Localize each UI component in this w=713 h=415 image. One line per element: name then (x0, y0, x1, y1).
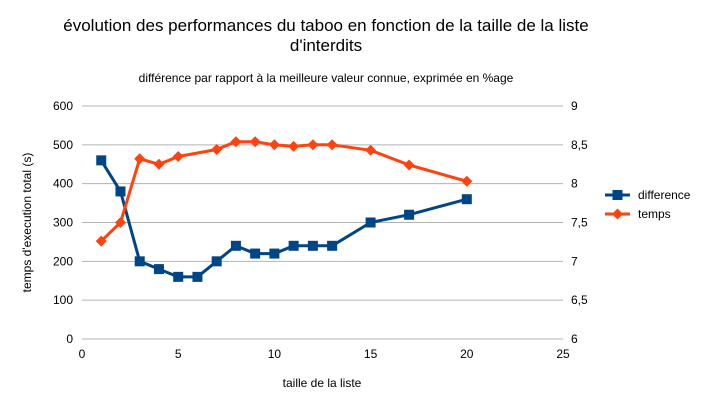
y-tick-label: 0 (66, 332, 73, 346)
legend-label-temps: temps (638, 207, 671, 221)
data-point-temps (211, 144, 223, 155)
y2-tick-label: 8 (571, 177, 578, 191)
data-point-difference (96, 155, 107, 166)
series-line-difference (99, 159, 468, 279)
chart-title-line: évolution des performances du taboo en f… (63, 16, 588, 35)
x-tick-label: 20 (460, 347, 474, 361)
data-point-difference (211, 256, 222, 267)
data-point-temps (326, 139, 338, 151)
data-point-difference (192, 271, 203, 282)
data-point-difference (288, 240, 299, 251)
data-point-temps (403, 159, 415, 171)
y-tick-label: 300 (53, 216, 73, 230)
x-tick-label: 10 (268, 347, 282, 361)
x-tick-label: 25 (556, 347, 570, 361)
data-point-difference (269, 248, 280, 259)
data-point-temps (307, 139, 319, 151)
data-point-difference (134, 256, 145, 267)
legend-marker-difference (612, 190, 623, 200)
y2-tick-label: 9 (571, 99, 578, 113)
data-point-temps (172, 151, 184, 162)
data-point-difference (173, 271, 184, 282)
y-axis-label: temps d'execution total (s) (20, 153, 34, 293)
data-point-difference (230, 240, 241, 251)
data-point-difference (365, 217, 376, 228)
chart-subtitle: différence par rapport à la meilleure va… (139, 71, 514, 85)
series-line-temps (100, 140, 468, 243)
y2-tick-label: 8,5 (571, 138, 588, 152)
x-tick-label: 5 (175, 347, 182, 361)
data-point-difference (404, 209, 415, 220)
data-point-difference (153, 264, 164, 275)
data-point-difference (115, 186, 126, 197)
chart-title-line: d'interdits (290, 36, 362, 55)
data-point-temps (288, 140, 300, 152)
data-point-temps (134, 153, 146, 165)
y2-tick-label: 6 (571, 332, 578, 346)
data-point-temps (365, 144, 377, 156)
y-tick-label: 400 (53, 177, 73, 191)
data-point-difference (307, 240, 318, 251)
legend-marker-temps (612, 208, 623, 220)
x-tick-label: 0 (79, 347, 86, 361)
data-point-temps (95, 235, 107, 247)
y-tick-label: 200 (53, 254, 73, 268)
data-point-temps (153, 158, 165, 170)
y-tick-label: 100 (53, 293, 73, 307)
data-point-difference (250, 248, 261, 259)
y2-tick-label: 7 (571, 254, 578, 268)
data-point-difference (461, 194, 472, 205)
y2-tick-label: 7,5 (571, 216, 588, 230)
x-tick-label: 15 (364, 347, 378, 361)
data-point-temps (249, 136, 261, 148)
data-point-temps (268, 139, 280, 151)
y-tick-label: 500 (53, 138, 73, 152)
legend-label-difference: difference (638, 188, 691, 202)
x-axis-label: taille de la liste (283, 376, 362, 390)
data-point-temps (115, 217, 126, 228)
y2-tick-label: 6,5 (571, 293, 588, 307)
data-point-difference (327, 240, 338, 251)
data-point-temps (461, 175, 473, 187)
data-point-temps (230, 136, 242, 148)
y-tick-label: 600 (53, 99, 73, 113)
